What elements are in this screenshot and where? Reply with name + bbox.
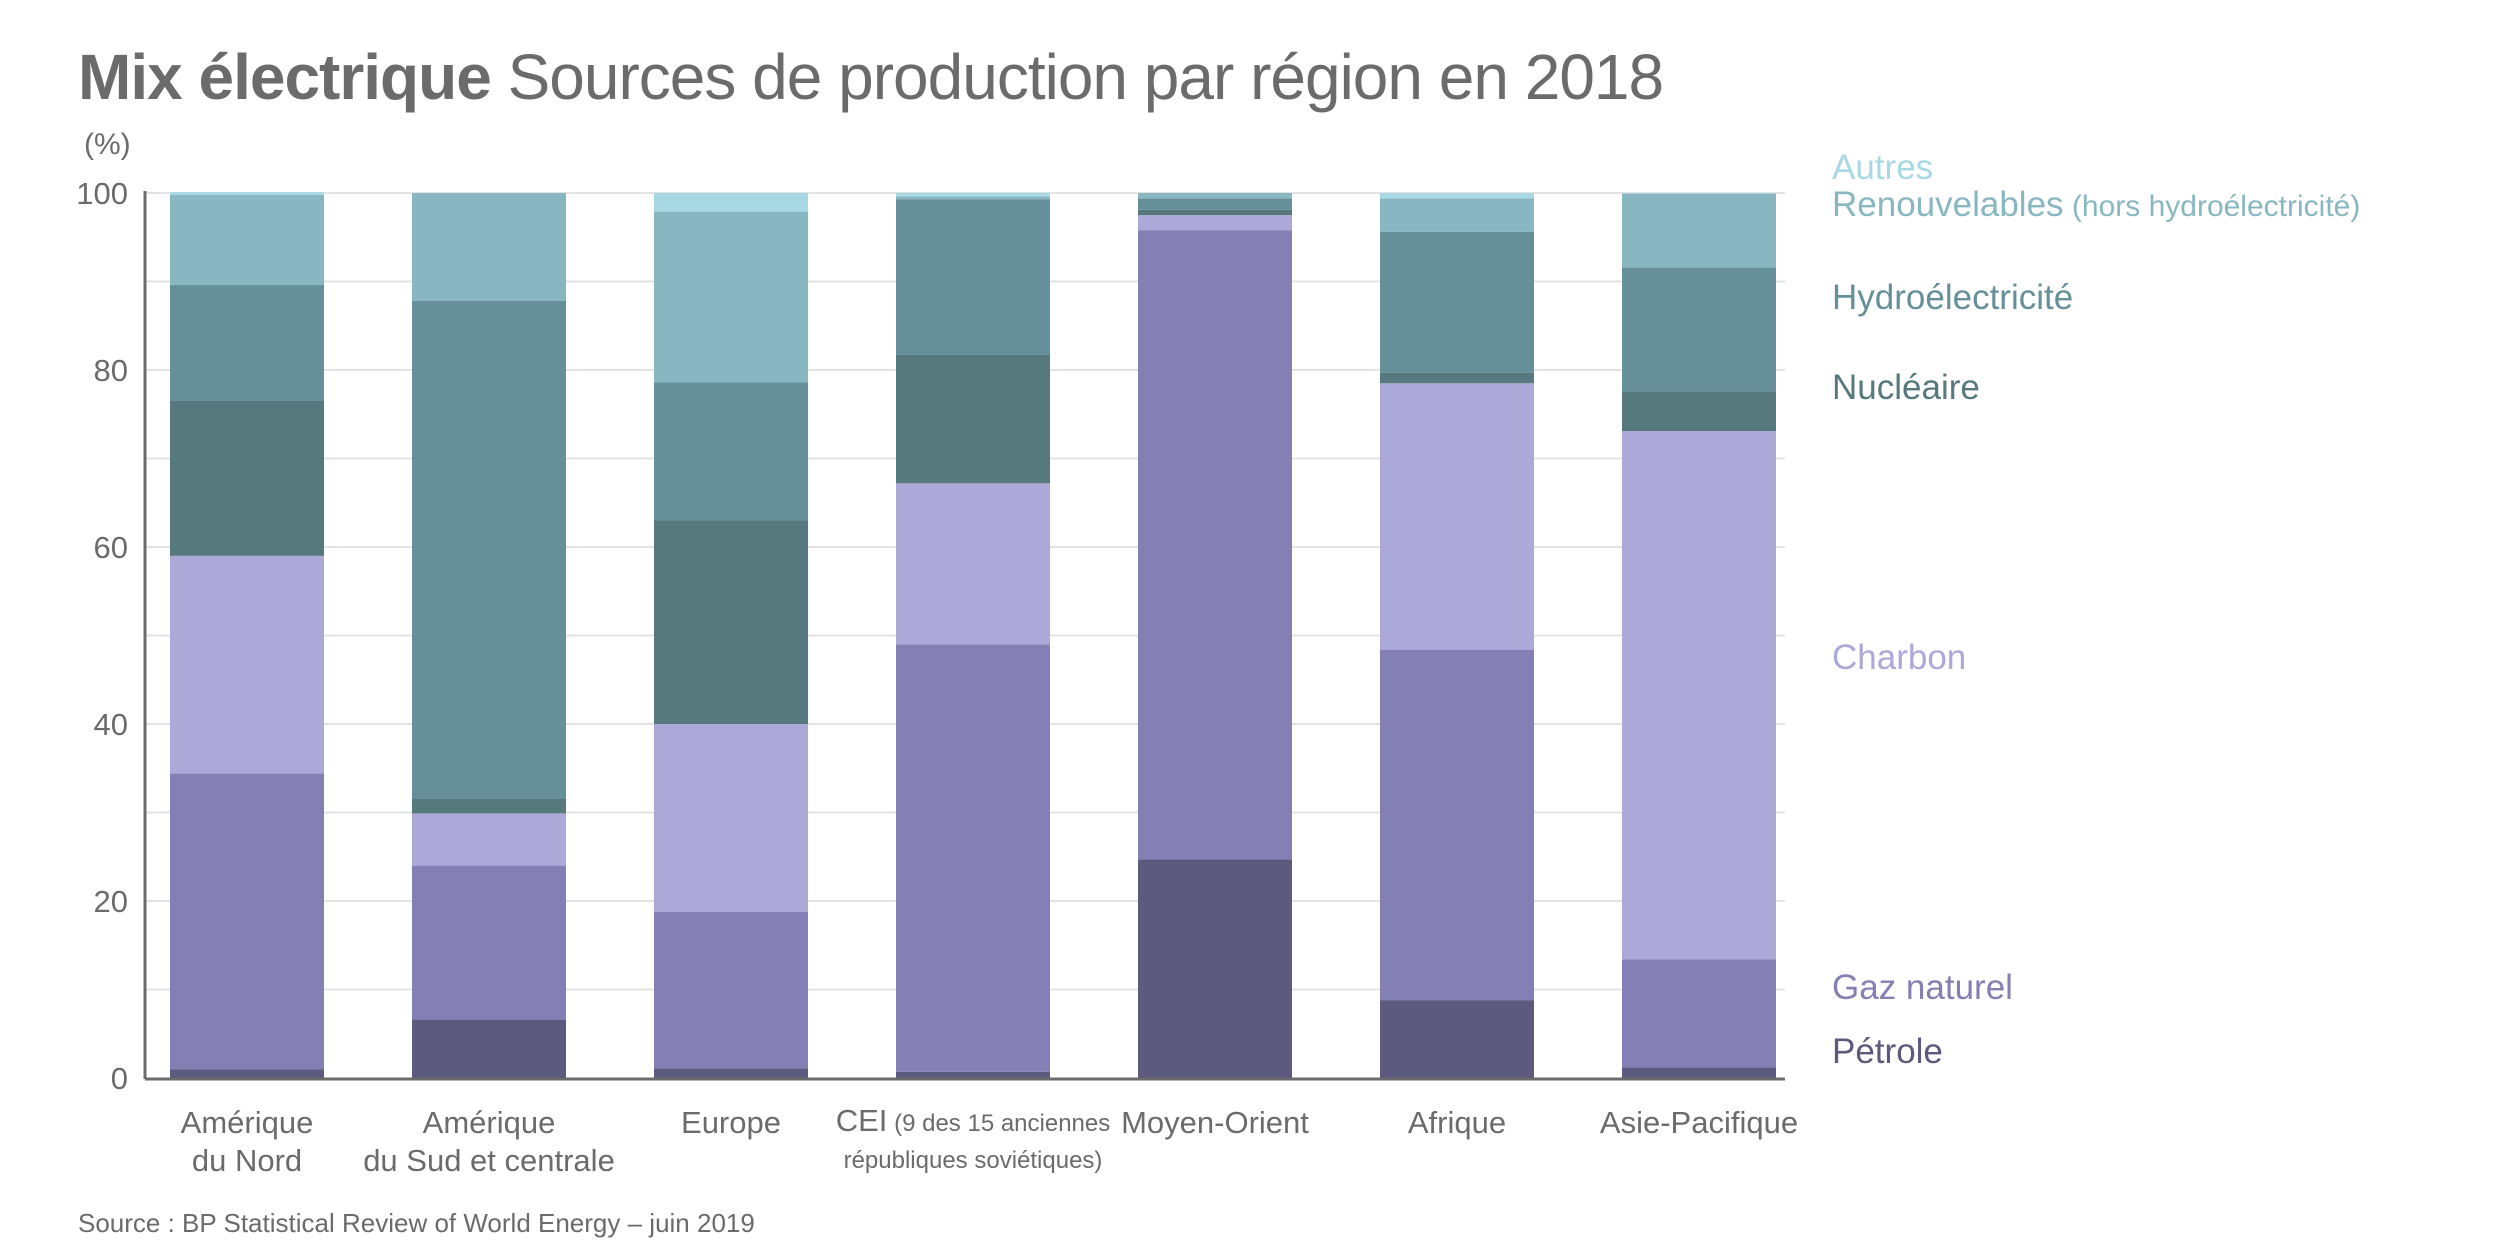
bar-segment — [412, 1019, 566, 1078]
x-tick-label-line1: Asie-Pacifique — [1599, 1105, 1799, 1140]
bar-segment — [1380, 649, 1534, 1001]
x-tick-label-note: (9 des 15 anciennes — [887, 1110, 1111, 1137]
x-tick-label: Amérique du Sud et centrale — [363, 1104, 615, 1180]
x-tick-label-line2: du Sud et centrale — [363, 1143, 615, 1178]
bar-segment — [896, 354, 1050, 484]
bar-segment — [1622, 193, 1776, 268]
x-tick-label-line1: CEI — [835, 1103, 888, 1138]
bar-segment — [170, 773, 324, 1070]
chart-subtitle: Sources de production par région en 2018 — [507, 41, 1664, 113]
bar-segment — [170, 555, 324, 774]
bar-segment — [654, 193, 808, 212]
bar-segment — [654, 211, 808, 383]
bar-segment — [1138, 193, 1292, 199]
y-axis-unit: (%) — [84, 128, 131, 161]
bar-segment — [1380, 231, 1534, 373]
x-tick-label-line1: Europe — [681, 1105, 781, 1140]
bar-segment — [896, 193, 1050, 197]
bar-segment — [1622, 959, 1776, 1068]
x-tick-label-line1: Amérique — [180, 1105, 314, 1140]
x-tick-label-note-line2: républiques soviétiques) — [843, 1147, 1103, 1174]
bar-segment — [1138, 209, 1292, 216]
legend-item: Pétrole — [1832, 1032, 1943, 1072]
bar-segment — [412, 193, 566, 301]
legend-label: Charbon — [1832, 638, 1967, 677]
y-tick-label: 0 — [111, 1061, 128, 1096]
legend-note: (hors hydroélectricité) — [2063, 190, 2361, 223]
bar-segment — [412, 300, 566, 799]
x-tick-label-line1: Moyen-Orient — [1121, 1105, 1309, 1140]
legend-item: Renouvelables (hors hydroélectricité) — [1832, 185, 2360, 225]
bar-segment — [170, 1069, 324, 1078]
x-tick-label: Europe — [681, 1104, 781, 1142]
legend-label: Autres — [1832, 148, 1934, 187]
bar-segment — [1380, 372, 1534, 384]
legend-label: Nucléaire — [1832, 368, 1980, 407]
x-tick-label-line1: Amérique — [422, 1105, 556, 1140]
legend-item: Hydroélectricité — [1832, 278, 2073, 318]
bar-segment — [170, 400, 324, 556]
bar-segment — [412, 813, 566, 866]
bar-segment — [1622, 391, 1776, 432]
bar-segment — [654, 520, 808, 724]
bar-segment — [896, 196, 1050, 200]
bar-segment — [1138, 230, 1292, 860]
x-tick-label: Afrique — [1408, 1104, 1506, 1142]
x-tick-label: Moyen-Orient — [1121, 1104, 1309, 1142]
bar-segment — [1622, 1067, 1776, 1078]
chart-title: Mix électrique Sources de production par… — [78, 40, 1664, 114]
source-note: Source : BP Statistical Review of World … — [78, 1208, 755, 1238]
bar-segment — [654, 911, 808, 1069]
y-tick-label: 80 — [94, 353, 128, 388]
bar-segment — [1138, 859, 1292, 1078]
bar-segment — [1380, 1000, 1534, 1078]
bar-segment — [1622, 431, 1776, 960]
legend-item: Autres — [1832, 148, 1933, 188]
bar-segment — [170, 285, 324, 401]
legend-item: Charbon — [1832, 638, 1966, 678]
bar-segment — [1622, 267, 1776, 392]
bar-segment — [896, 199, 1050, 355]
y-tick-label: 100 — [76, 176, 128, 211]
y-tick-label: 20 — [94, 884, 128, 919]
bar-segment — [654, 1068, 808, 1078]
x-tick-label: CEI (9 des 15 anciennes républiques sovié… — [836, 1104, 1111, 1178]
legend-item: Gaz naturel — [1832, 968, 2013, 1008]
bar-segment — [1380, 198, 1534, 232]
legend-label: Pétrole — [1832, 1032, 1943, 1071]
bar-segment — [1380, 193, 1534, 199]
bar-segment — [170, 192, 324, 195]
x-tick-label: Asie-Pacifique — [1600, 1104, 1798, 1142]
bar-segment — [896, 483, 1050, 645]
x-tick-label: Amérique du Nord — [181, 1104, 314, 1180]
bar-segment — [1622, 193, 1776, 194]
bar-segment — [896, 1071, 1050, 1078]
x-tick-label-line2: du Nord — [191, 1143, 303, 1178]
bar-segment — [896, 644, 1050, 1072]
bar-segment — [654, 724, 808, 912]
bar-segment — [412, 798, 566, 814]
legend-label: Gaz naturel — [1832, 968, 2013, 1007]
legend-label: Hydroélectricité — [1832, 278, 2074, 317]
y-tick-label: 40 — [94, 707, 128, 742]
bar-segment — [412, 865, 566, 1020]
bar-segment — [1138, 215, 1292, 231]
legend-item: Nucléaire — [1832, 368, 1980, 408]
bar-segment — [654, 382, 808, 521]
chart-title-bold: Mix électrique — [78, 41, 492, 113]
legend-label: Renouvelables — [1832, 185, 2064, 224]
y-tick-label: 60 — [94, 530, 128, 565]
bar-segment — [1380, 383, 1534, 650]
bar-segment — [1138, 198, 1292, 210]
x-tick-label-line1: Afrique — [1407, 1105, 1507, 1140]
bar-segment — [170, 194, 324, 286]
